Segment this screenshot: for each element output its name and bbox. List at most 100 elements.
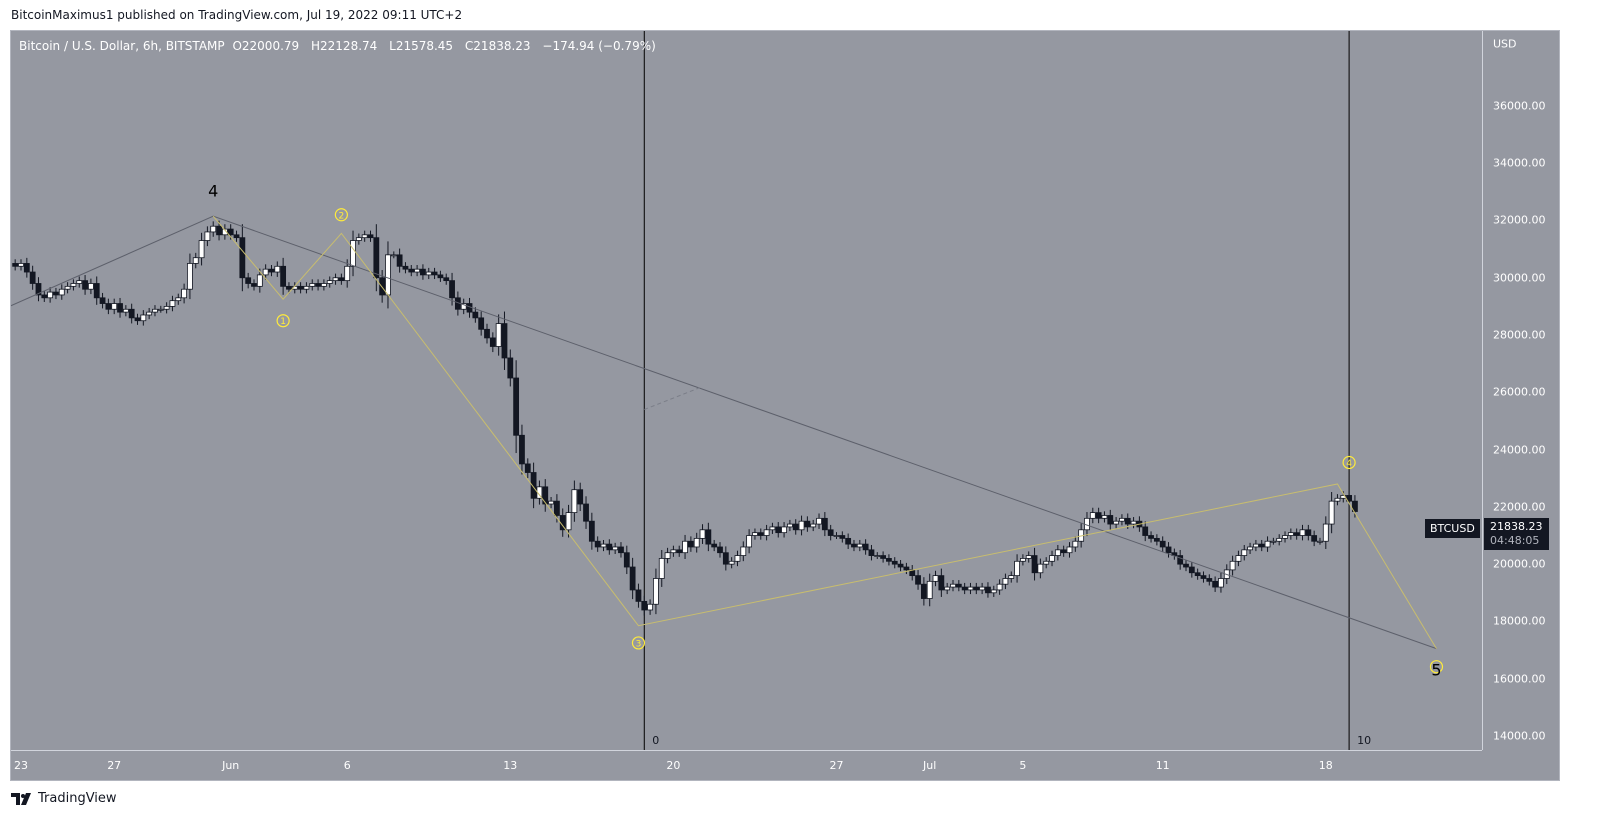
candle-body <box>1328 500 1335 525</box>
price-axis[interactable]: USD 21838.23 04:48:05 36000.00 34000.00 32… <box>1482 31 1560 750</box>
wave-label: 2 <box>339 211 345 221</box>
candle-body <box>612 546 619 551</box>
candle-body <box>874 555 881 557</box>
candle-body <box>1095 512 1102 519</box>
candle-body <box>845 537 852 545</box>
candle-body <box>99 297 106 304</box>
plot-area[interactable]: 4 1 2 3 4 5 0 10 Bitcoin / U.S. Dollar, 6h, BIT… <box>11 31 1482 750</box>
wave-label: 3 <box>636 639 642 649</box>
candle-body <box>58 288 65 296</box>
tradingview-footer: TradingView <box>11 791 117 806</box>
candle-body <box>571 489 578 514</box>
footer-brand: TradingView <box>38 791 117 806</box>
candle-body <box>216 225 222 236</box>
candle-body <box>1194 572 1201 577</box>
candle-body <box>12 263 19 267</box>
candle-body <box>1293 532 1300 536</box>
candle-body <box>682 540 688 554</box>
candle-body <box>530 472 537 499</box>
candle-body <box>414 268 421 273</box>
candle-body <box>722 552 729 565</box>
candle-body <box>227 228 234 236</box>
candle-body <box>484 328 490 339</box>
candle-body <box>868 549 875 556</box>
candle-body <box>489 337 496 347</box>
candle-body <box>1119 517 1125 522</box>
candle-body <box>53 291 59 296</box>
candle-body <box>268 268 275 273</box>
candle-body <box>437 274 444 279</box>
candle-body <box>583 503 589 522</box>
price-tick: 24000.00 <box>1493 443 1546 457</box>
candle-body <box>944 586 951 591</box>
price-tick: 34000.00 <box>1493 156 1546 170</box>
time-tick: 5 <box>1019 759 1027 772</box>
candle-body <box>1212 580 1219 588</box>
candle-body <box>251 283 257 287</box>
candle-body <box>629 566 636 591</box>
candle-body <box>210 225 217 233</box>
candle-body <box>128 308 135 319</box>
change-value: −174.94 (−0.79%) <box>542 39 656 53</box>
candle-body <box>396 254 403 267</box>
candle-body <box>932 575 939 582</box>
candle-body <box>670 549 677 554</box>
candle-body <box>1014 560 1020 577</box>
wave-label-circle <box>631 636 646 650</box>
candle-body <box>425 271 432 276</box>
candle-body <box>88 283 94 290</box>
candle-body <box>1276 537 1283 542</box>
candle-body <box>536 486 543 499</box>
price-tick: 28000.00 <box>1493 328 1546 342</box>
candle-body <box>1258 543 1265 548</box>
candle-body <box>163 305 170 310</box>
candle-body <box>990 589 997 594</box>
candle-body <box>320 283 327 287</box>
candle-body <box>1352 500 1358 512</box>
time-tick: 18 <box>1318 759 1333 772</box>
candle-body <box>385 254 391 296</box>
candle-body <box>390 254 397 257</box>
candle-body <box>886 558 892 562</box>
candle-body <box>379 277 386 296</box>
candle-body <box>787 523 793 528</box>
high-label: H <box>311 39 321 53</box>
candle-body <box>734 555 741 562</box>
candle-body <box>804 520 811 528</box>
candle-body <box>1107 515 1114 525</box>
candle-body <box>326 280 333 284</box>
candle-body <box>1113 520 1119 525</box>
time-axis[interactable]: 23 27 Jun 6 13 20 27 Jul 5 11 18 <box>11 750 1482 781</box>
time-tick: 6 <box>343 759 351 772</box>
candle-body <box>717 546 723 554</box>
candle-body <box>338 277 345 282</box>
candle-body <box>967 586 974 591</box>
candle-body <box>41 294 48 299</box>
candle-body <box>274 265 281 273</box>
candle-body <box>187 263 193 290</box>
candle-body <box>1322 523 1329 542</box>
candle-body <box>303 285 310 290</box>
candle-body <box>606 543 613 551</box>
candle-body <box>961 586 968 591</box>
dashed-projection <box>644 386 703 410</box>
candle-body <box>472 311 479 319</box>
wave-label: 4 <box>208 181 218 200</box>
candle-body <box>1305 529 1312 536</box>
candle-body <box>740 546 747 556</box>
vertical-line-label: 10 <box>1357 734 1371 747</box>
price-tick: 26000.00 <box>1493 385 1546 399</box>
candle-body <box>880 555 886 559</box>
candle-body <box>111 303 118 310</box>
time-tick: Jun <box>222 759 240 772</box>
candle-body <box>402 265 409 270</box>
candle-body <box>775 526 782 534</box>
price-tick: 36000.00 <box>1493 99 1546 113</box>
candle-body <box>76 280 83 284</box>
candle-body <box>950 583 956 588</box>
candle-body <box>862 543 869 551</box>
candle-body <box>1130 520 1137 525</box>
price-tick: 30000.00 <box>1493 271 1546 285</box>
open-value: 22000.79 <box>241 39 300 53</box>
candle-body <box>769 526 776 531</box>
